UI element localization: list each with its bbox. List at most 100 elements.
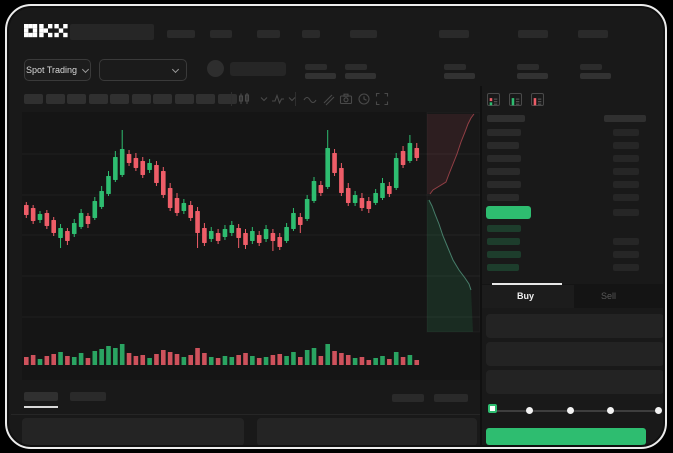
timeframe-button[interactable] [217, 94, 237, 104]
tab-sell-label[interactable]: Sell [601, 291, 617, 301]
price-input[interactable] [486, 314, 663, 338]
candle [298, 217, 303, 225]
timeframe-button[interactable] [196, 94, 215, 104]
bottom-action-placeholder[interactable] [434, 394, 468, 402]
camera-icon[interactable] [339, 92, 353, 106]
stat-value-placeholder [580, 73, 611, 79]
volume-bar [393, 352, 399, 365]
nav-item-placeholder[interactable] [257, 30, 280, 38]
bottom-tab-0[interactable] [24, 392, 58, 401]
slider-step-3[interactable] [607, 407, 614, 414]
candle [202, 228, 207, 243]
candle [71, 223, 77, 234]
timeframe-button[interactable] [24, 94, 43, 104]
volume-bar [256, 358, 262, 365]
chevron-down-icon[interactable] [285, 92, 299, 106]
slider-step-1[interactable] [526, 407, 533, 414]
pair-selector-dropdown[interactable] [99, 59, 187, 81]
slider-step-0[interactable] [488, 404, 497, 413]
fullscreen-icon[interactable] [375, 92, 389, 106]
candle [24, 205, 29, 215]
volume-bar [236, 355, 241, 365]
panel-divider [480, 86, 482, 445]
nav-item-placeholder[interactable] [439, 30, 469, 38]
market-selector-button[interactable]: Spot Trading [24, 59, 91, 81]
volume-bar [400, 357, 406, 365]
ask-price-placeholder[interactable] [487, 155, 521, 162]
candle [208, 231, 214, 239]
volume-bar [229, 357, 235, 365]
slider-step-4[interactable] [655, 407, 662, 414]
clock-icon[interactable] [357, 92, 371, 106]
ask-price-placeholder[interactable] [487, 168, 520, 175]
chevron-down-icon [82, 65, 89, 72]
stat-label-placeholder [305, 64, 327, 70]
nav-item-placeholder[interactable] [210, 30, 232, 38]
ask-price-placeholder[interactable] [487, 181, 521, 188]
volume-bar [407, 355, 413, 365]
device-frame: Spot Trading Buy [5, 4, 667, 449]
nav-item-placeholder[interactable] [578, 30, 608, 38]
indicator-icon[interactable] [271, 92, 285, 106]
bid-price-placeholder[interactable] [487, 251, 521, 258]
nav-item-placeholder[interactable] [350, 30, 377, 38]
volume-bar [24, 357, 29, 365]
candle [284, 227, 289, 241]
stat-label-placeholder [517, 64, 539, 70]
book-both-icon[interactable] [487, 93, 500, 106]
candles-icon[interactable] [237, 92, 251, 106]
amount-input[interactable] [486, 342, 663, 366]
tab-sell[interactable] [574, 285, 663, 308]
pair-name-placeholder [230, 62, 286, 76]
tab-buy-label[interactable]: Buy [517, 291, 535, 301]
candle [236, 228, 241, 238]
timeframe-button[interactable] [88, 94, 108, 104]
bid-price-placeholder[interactable] [487, 238, 520, 245]
volume-bar [359, 357, 365, 365]
toolbar-separator [231, 92, 232, 106]
candle [256, 235, 262, 243]
volume-bar [311, 348, 317, 365]
ask-price-placeholder[interactable] [487, 194, 519, 201]
line-style-icon[interactable] [303, 92, 317, 106]
orders-card [22, 418, 244, 445]
bottom-action-placeholder[interactable] [392, 394, 424, 402]
last-price-pill[interactable] [486, 206, 531, 219]
bid-price-placeholder[interactable] [487, 225, 521, 232]
timeframe-button[interactable] [153, 94, 172, 104]
tab-buy[interactable] [482, 285, 574, 308]
amount-slider-track[interactable] [492, 410, 661, 412]
ob-header-price [487, 115, 525, 122]
coin-avatar [207, 60, 224, 77]
nav-item-placeholder[interactable] [302, 30, 320, 38]
book-bids-icon[interactable] [509, 93, 522, 106]
nav-item-placeholder[interactable] [167, 30, 195, 38]
volume-bar [92, 351, 98, 365]
volume-bar [304, 350, 310, 365]
volume-bar [202, 353, 207, 365]
bid-price-placeholder[interactable] [487, 264, 519, 271]
candlestick-chart[interactable] [22, 112, 480, 380]
timeframe-button[interactable] [45, 94, 65, 104]
buy-submit-button[interactable] [486, 428, 646, 445]
draw-icon[interactable] [321, 92, 335, 106]
candle [393, 158, 399, 188]
timeframe-button[interactable] [131, 94, 151, 104]
timeframe-button[interactable] [174, 94, 194, 104]
ask-price-placeholder[interactable] [487, 142, 519, 149]
total-input[interactable] [486, 370, 663, 394]
chevron-down-icon[interactable] [257, 92, 271, 106]
book-asks-icon[interactable] [531, 93, 544, 106]
candle [414, 148, 420, 158]
bottom-tab-1[interactable] [70, 392, 106, 401]
timeframe-button[interactable] [110, 94, 129, 104]
ask-price-placeholder[interactable] [487, 129, 521, 136]
volume-bar [133, 356, 139, 365]
timeframe-button[interactable] [67, 94, 86, 104]
stat-value-placeholder [444, 73, 475, 79]
candle [92, 201, 98, 218]
buy-tab-active-indicator [492, 283, 562, 285]
nav-item-placeholder[interactable] [518, 30, 548, 38]
depth-bids-area [427, 200, 473, 332]
slider-step-2[interactable] [567, 407, 574, 414]
